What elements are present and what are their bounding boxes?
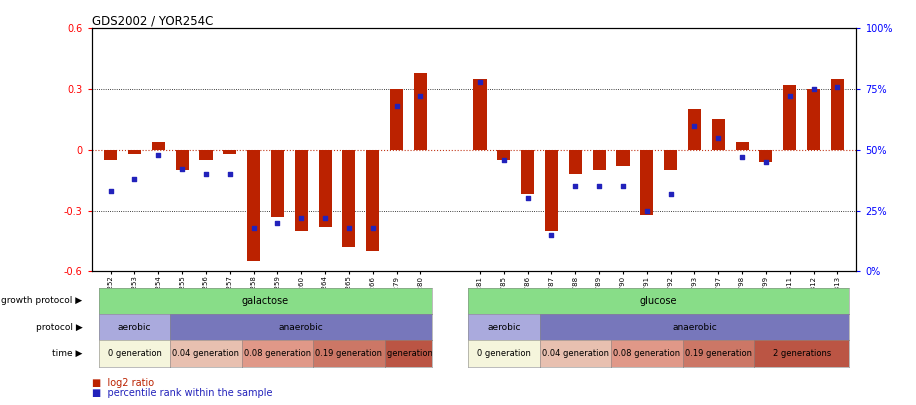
Bar [390, 89, 403, 150]
Bar [343, 150, 355, 247]
Point [342, 224, 356, 231]
Text: ■  log2 ratio: ■ log2 ratio [92, 378, 154, 388]
Point [663, 190, 678, 197]
Bar [736, 142, 748, 150]
Text: ■  percentile rank within the sample: ■ percentile rank within the sample [92, 388, 272, 398]
Bar [545, 150, 558, 231]
Point [223, 171, 237, 177]
Bar [759, 150, 772, 162]
Point [616, 183, 630, 190]
Text: 0.08 generation: 0.08 generation [244, 349, 311, 358]
Point [782, 93, 797, 100]
Point [711, 134, 725, 141]
Point [758, 159, 773, 165]
Text: 0.19 generation: 0.19 generation [315, 349, 383, 358]
Point [294, 215, 309, 221]
Text: 0 generation: 0 generation [477, 349, 530, 358]
Bar [640, 150, 653, 215]
Text: 2 generations: 2 generations [379, 349, 438, 358]
Bar [616, 150, 629, 166]
Point [127, 176, 142, 182]
Point [270, 220, 285, 226]
Point [151, 151, 166, 158]
Point [318, 215, 333, 221]
Point [520, 195, 535, 202]
Point [639, 207, 654, 214]
Text: 0.08 generation: 0.08 generation [613, 349, 681, 358]
Text: aerobic: aerobic [118, 322, 151, 332]
Bar [664, 150, 677, 170]
Text: galactose: galactose [242, 296, 289, 306]
Text: growth protocol ▶: growth protocol ▶ [1, 296, 82, 305]
Point [496, 156, 511, 163]
Point [735, 154, 749, 160]
Text: 0.04 generation: 0.04 generation [172, 349, 239, 358]
Bar [271, 150, 284, 217]
Point [413, 93, 428, 100]
Point [830, 83, 845, 90]
Bar [295, 150, 308, 231]
Bar [497, 150, 510, 160]
Bar [831, 79, 844, 150]
Bar [366, 150, 379, 251]
Bar [569, 150, 582, 174]
Bar [783, 85, 796, 150]
Point [365, 224, 380, 231]
Bar [200, 150, 213, 160]
Point [104, 188, 118, 194]
Point [806, 86, 821, 92]
Bar [176, 150, 189, 170]
Point [389, 103, 404, 109]
Bar [128, 150, 141, 154]
Text: 0.19 generation: 0.19 generation [685, 349, 752, 358]
Bar [104, 150, 117, 160]
Bar [152, 142, 165, 150]
Text: glucose: glucose [640, 296, 678, 306]
Text: 2 generations: 2 generations [772, 349, 831, 358]
Point [544, 232, 559, 238]
Text: anaerobic: anaerobic [278, 322, 323, 332]
Bar [319, 150, 332, 227]
Text: aerobic: aerobic [487, 322, 520, 332]
Bar [688, 109, 701, 150]
Text: 0.04 generation: 0.04 generation [541, 349, 609, 358]
Text: protocol ▶: protocol ▶ [36, 322, 82, 332]
Text: 0 generation: 0 generation [107, 349, 161, 358]
Text: time ▶: time ▶ [52, 349, 82, 358]
Bar [247, 150, 260, 261]
Point [592, 183, 606, 190]
Bar [224, 150, 236, 154]
Point [199, 171, 213, 177]
Point [246, 224, 261, 231]
Point [687, 122, 702, 129]
Bar [807, 89, 820, 150]
Bar [712, 119, 725, 150]
Bar [474, 79, 486, 150]
Point [175, 166, 190, 173]
Point [473, 79, 487, 85]
Bar [593, 150, 605, 170]
Bar [414, 73, 427, 150]
Point [568, 183, 583, 190]
Text: anaerobic: anaerobic [672, 322, 717, 332]
Bar [521, 150, 534, 194]
Text: GDS2002 / YOR254C: GDS2002 / YOR254C [92, 14, 213, 27]
